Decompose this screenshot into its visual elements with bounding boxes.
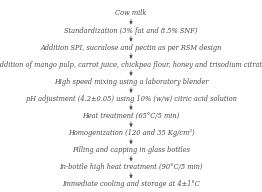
Text: pH adjustment (4.2±0.05) using 10% (w/w) citric acid solution: pH adjustment (4.2±0.05) using 10% (w/w)… [26, 95, 236, 103]
Text: High speed mixing using a laboratory blender: High speed mixing using a laboratory ble… [54, 78, 208, 86]
Text: Cow milk: Cow milk [115, 9, 147, 17]
Text: Standardization (3% fat and 8.5% SNF): Standardization (3% fat and 8.5% SNF) [64, 26, 198, 35]
Text: Immediate cooling and storage at 4±1°C: Immediate cooling and storage at 4±1°C [62, 180, 200, 188]
Text: Addition of mango pulp, carrot juice, chickpea flour, honey and trisodium citrat: Addition of mango pulp, carrot juice, ch… [0, 61, 262, 69]
Text: Homogenization (120 and 35 Kg/cm²): Homogenization (120 and 35 Kg/cm²) [68, 129, 194, 137]
Text: Heat treatment (65°C/5 min): Heat treatment (65°C/5 min) [82, 112, 180, 120]
Text: Addition SPI, sucralose and pectin as per RSM design: Addition SPI, sucralose and pectin as pe… [40, 44, 222, 52]
Text: In-bottle high heat treatment (90°C/5 min): In-bottle high heat treatment (90°C/5 mi… [59, 163, 203, 171]
Text: Filling and capping in glass bottles: Filling and capping in glass bottles [72, 146, 190, 154]
